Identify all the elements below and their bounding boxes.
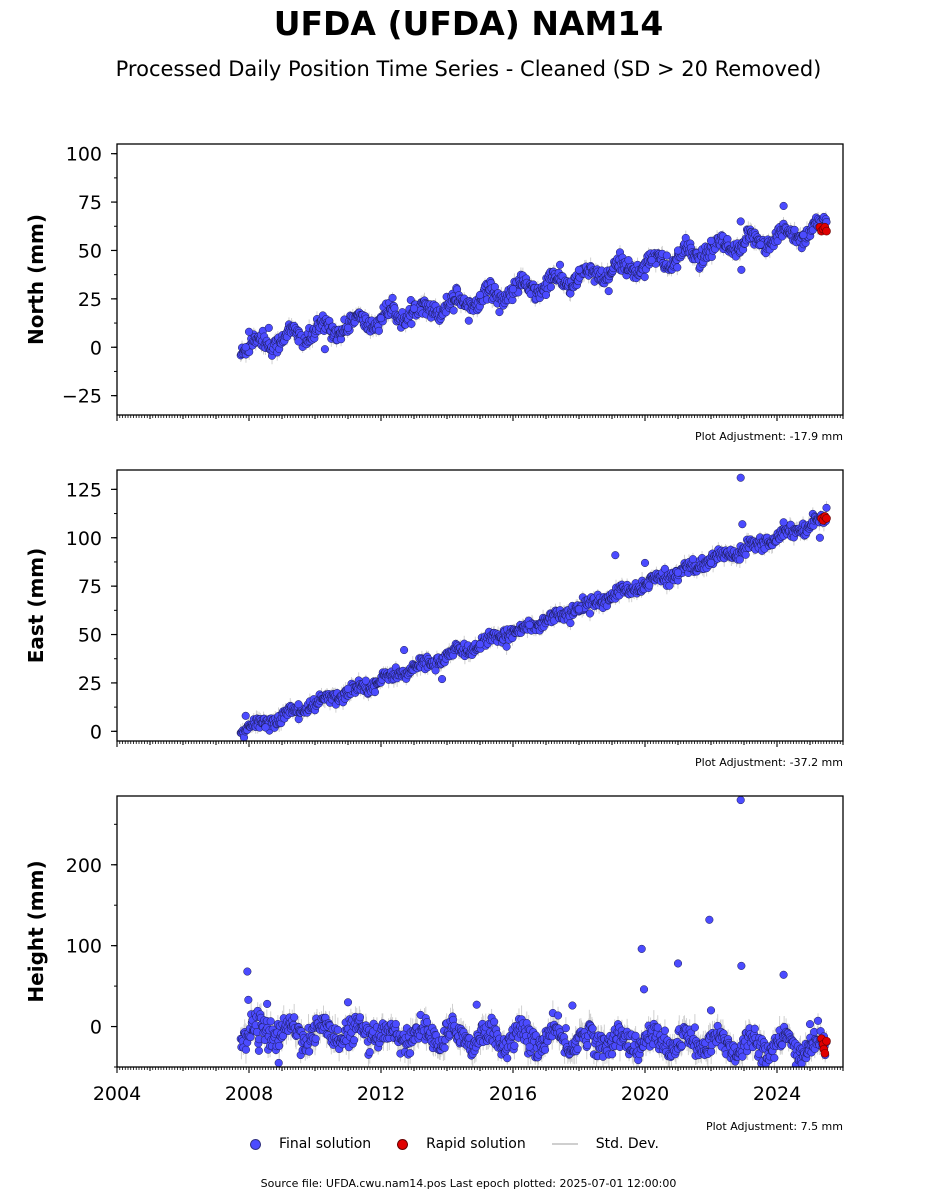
- final-point: [438, 675, 447, 684]
- y-tick-label: 50: [78, 625, 102, 647]
- y-tick-label: 50: [78, 240, 102, 262]
- final-point: [400, 645, 409, 655]
- final-point: [320, 345, 329, 354]
- data-points: [236, 796, 831, 1067]
- final-point: [673, 263, 682, 272]
- y-tick-label: −25: [62, 386, 102, 408]
- final-point: [741, 550, 750, 559]
- final-point: [779, 518, 788, 527]
- final-point: [673, 568, 683, 577]
- final-point: [388, 293, 397, 302]
- y-tick-label: 0: [90, 337, 102, 359]
- final-point: [790, 225, 799, 234]
- final-point: [449, 306, 458, 315]
- final-point: [611, 551, 620, 560]
- y-tick-label: 100: [66, 528, 102, 550]
- final-point: [574, 265, 584, 274]
- final-point: [409, 304, 419, 313]
- final-point: [370, 688, 380, 697]
- y-tick-label: 25: [78, 289, 102, 311]
- final-point: [756, 240, 765, 249]
- final-point: [738, 520, 747, 529]
- final-point: [662, 251, 671, 260]
- y-tick-label: 75: [78, 576, 102, 598]
- y-tick-label: 125: [66, 479, 102, 501]
- plot-frame: [116, 469, 844, 742]
- final-point: [241, 343, 250, 352]
- final-point: [815, 533, 824, 542]
- final-point: [374, 326, 383, 335]
- final-point: [736, 217, 745, 226]
- final-point: [779, 201, 788, 210]
- final-point: [673, 246, 683, 255]
- plot-frame: [116, 143, 844, 416]
- final-point: [822, 503, 831, 512]
- final-point: [525, 620, 534, 629]
- final-point: [261, 723, 270, 732]
- final-solution-points: [236, 503, 831, 741]
- y-tick-label: 75: [78, 192, 102, 214]
- final-point: [541, 290, 551, 300]
- data-points: [236, 473, 831, 741]
- rapid-point: [822, 514, 831, 523]
- final-point: [241, 711, 250, 720]
- y-tick-label: 0: [90, 721, 102, 743]
- final-point: [343, 323, 353, 332]
- plot-adjustment-note: Plot Adjustment: -37.2 mm: [695, 756, 843, 769]
- final-point: [604, 287, 613, 296]
- y-tick-label: 25: [78, 673, 102, 695]
- final-point: [495, 307, 504, 317]
- panel-east: 0 25 50 75 100 125 East (mm) Plot Adjustment: -…: [24, 469, 844, 769]
- final-point: [665, 581, 674, 590]
- final-point: [706, 558, 716, 567]
- chart-subtitle: Processed Daily Position Time Series - C…: [115, 57, 822, 81]
- final-point: [475, 290, 485, 300]
- final-point: [640, 558, 650, 567]
- final-point: [502, 642, 511, 651]
- data-points: [236, 201, 831, 365]
- final-point: [361, 676, 370, 685]
- final-point: [585, 609, 595, 618]
- plot-adjustment-note: Plot Adjustment: -17.9 mm: [695, 430, 843, 443]
- final-point: [624, 256, 633, 265]
- final-point: [647, 256, 656, 265]
- final-point: [566, 619, 575, 628]
- panel-north: −25 0 25 50 75 100 North (mm) Plot Adjustment: …: [24, 143, 844, 443]
- final-point: [464, 316, 473, 325]
- final-point: [736, 473, 745, 482]
- final-point: [706, 236, 716, 245]
- final-point: [688, 555, 697, 564]
- final-point: [640, 272, 649, 282]
- final-point: [407, 319, 416, 328]
- final-point: [244, 327, 254, 336]
- chart-title: UFDA (UFDA) NAM14: [273, 4, 664, 43]
- final-point: [555, 260, 565, 269]
- final-point: [737, 265, 746, 274]
- final-point: [574, 605, 584, 614]
- final-point: [508, 285, 518, 294]
- rapid-point: [822, 226, 831, 236]
- final-point: [294, 700, 303, 709]
- y-axis-label: East (mm): [24, 548, 48, 664]
- final-point: [264, 323, 273, 332]
- final-point: [475, 640, 485, 649]
- final-point: [294, 337, 303, 346]
- y-axis-label: North (mm): [24, 214, 48, 345]
- final-point: [546, 282, 555, 292]
- final-solution-points: [236, 212, 831, 360]
- final-point: [376, 314, 386, 323]
- final-point: [799, 230, 808, 240]
- final-point: [343, 684, 353, 693]
- y-tick-label: 100: [66, 144, 102, 166]
